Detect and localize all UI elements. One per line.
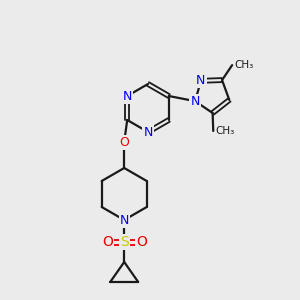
Text: O: O	[119, 136, 129, 148]
Text: N: N	[143, 125, 153, 139]
Text: CH₃: CH₃	[234, 60, 254, 70]
Text: N: N	[119, 214, 129, 226]
Text: N: N	[122, 89, 132, 103]
Text: S: S	[120, 235, 129, 249]
Text: N: N	[196, 74, 206, 87]
Text: O: O	[102, 235, 113, 249]
Text: N: N	[190, 95, 200, 108]
Text: CH₃: CH₃	[215, 126, 235, 136]
Text: O: O	[136, 235, 147, 249]
